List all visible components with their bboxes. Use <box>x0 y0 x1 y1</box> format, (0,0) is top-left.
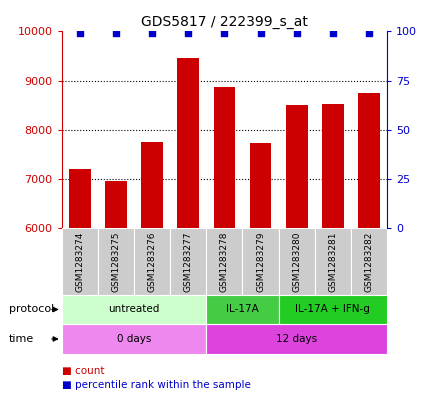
Text: 12 days: 12 days <box>276 334 317 344</box>
Text: GSM1283277: GSM1283277 <box>184 231 193 292</box>
Text: GSM1283278: GSM1283278 <box>220 231 229 292</box>
Bar <box>279 295 387 324</box>
Bar <box>250 143 271 228</box>
Text: ■ count: ■ count <box>62 366 104 376</box>
Bar <box>69 169 91 228</box>
Text: GSM1283274: GSM1283274 <box>75 231 84 292</box>
Bar <box>286 105 308 228</box>
Point <box>257 30 264 37</box>
Bar <box>177 59 199 228</box>
Bar <box>62 324 206 354</box>
Point <box>221 30 228 37</box>
Bar <box>141 142 163 228</box>
Text: ■ percentile rank within the sample: ■ percentile rank within the sample <box>62 380 250 390</box>
Text: IL-17A + IFN-g: IL-17A + IFN-g <box>296 305 370 314</box>
Text: untreated: untreated <box>108 305 160 314</box>
Bar <box>105 181 127 228</box>
Text: GSM1283280: GSM1283280 <box>292 231 301 292</box>
Text: GSM1283282: GSM1283282 <box>365 231 374 292</box>
Text: GSM1283279: GSM1283279 <box>256 231 265 292</box>
Title: GDS5817 / 222399_s_at: GDS5817 / 222399_s_at <box>141 15 308 29</box>
Point <box>330 30 337 37</box>
Bar <box>213 87 235 228</box>
Text: GSM1283275: GSM1283275 <box>111 231 121 292</box>
Bar <box>62 228 98 295</box>
Bar <box>206 324 387 354</box>
Bar <box>279 228 315 295</box>
Bar <box>315 228 351 295</box>
Text: IL-17A: IL-17A <box>226 305 259 314</box>
Bar <box>62 295 206 324</box>
Bar <box>98 228 134 295</box>
Bar <box>206 295 279 324</box>
Point <box>76 30 83 37</box>
Point <box>366 30 373 37</box>
Point <box>112 30 119 37</box>
Bar <box>170 228 206 295</box>
Point <box>293 30 300 37</box>
Bar <box>351 228 387 295</box>
Bar <box>206 228 242 295</box>
Bar <box>322 104 344 228</box>
Bar <box>358 93 380 228</box>
Text: time: time <box>9 334 34 344</box>
Text: protocol: protocol <box>9 305 54 314</box>
Bar <box>134 228 170 295</box>
Text: GSM1283281: GSM1283281 <box>328 231 337 292</box>
Point <box>149 30 156 37</box>
Point <box>185 30 192 37</box>
Text: 0 days: 0 days <box>117 334 151 344</box>
Text: GSM1283276: GSM1283276 <box>147 231 157 292</box>
Bar <box>242 228 279 295</box>
